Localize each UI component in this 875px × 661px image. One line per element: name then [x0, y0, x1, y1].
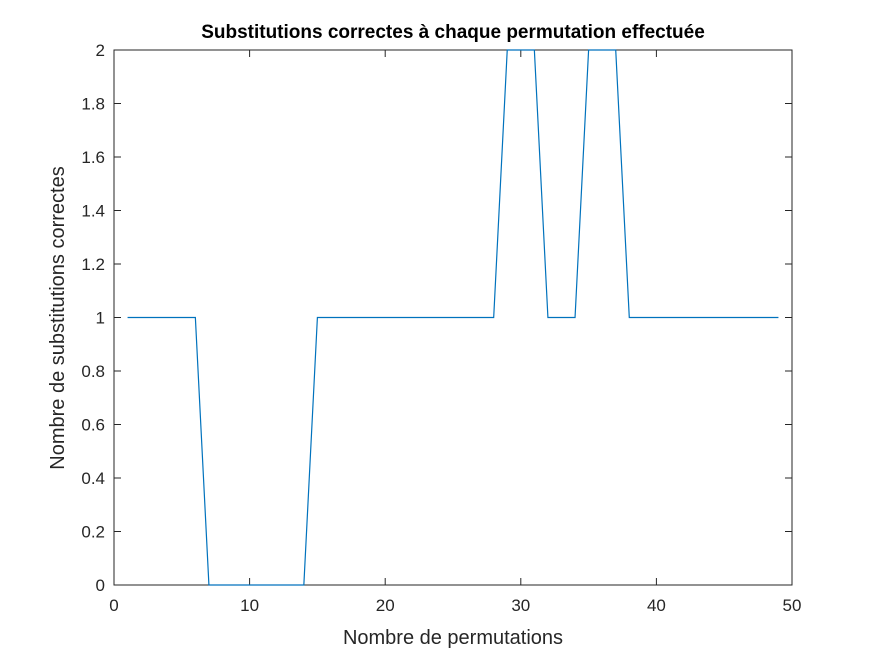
x-tick-label: 10: [240, 596, 259, 615]
y-tick-label: 0.8: [81, 362, 105, 381]
x-tick-label: 20: [376, 596, 395, 615]
x-tick-label: 50: [783, 596, 802, 615]
series-layer: [127, 49, 779, 586]
y-tick-label: 2: [96, 41, 105, 60]
x-tick-label: 0: [109, 596, 118, 615]
chart-title: Substitutions correctes à chaque permuta…: [201, 22, 705, 43]
y-tick-label: 1.6: [81, 148, 105, 167]
x-tick-label: 30: [511, 596, 530, 615]
y-tick-label: 1.4: [81, 202, 105, 221]
y-tick-label: 0.4: [81, 469, 105, 488]
y-tick-label: 1.8: [81, 95, 105, 114]
axis-ticks: 0 10 20 30 40 50 0 0.2 0.4 0.6 0.8 1 1.2 1.4 1.6 1.8 2: [81, 41, 801, 615]
x-tick-label: 40: [647, 596, 666, 615]
y-tick-label: 1: [96, 309, 105, 328]
y-tick-label: 0: [96, 576, 105, 595]
y-tick-label: 0.2: [81, 523, 105, 542]
x-axis-label: Nombre de permutations: [343, 627, 563, 649]
y-axis-label: Nombre de substitutions correctes: [47, 166, 69, 469]
series-line: [127, 49, 779, 586]
y-tick-label: 1.2: [81, 255, 105, 274]
y-tick-label: 0.6: [81, 416, 105, 435]
